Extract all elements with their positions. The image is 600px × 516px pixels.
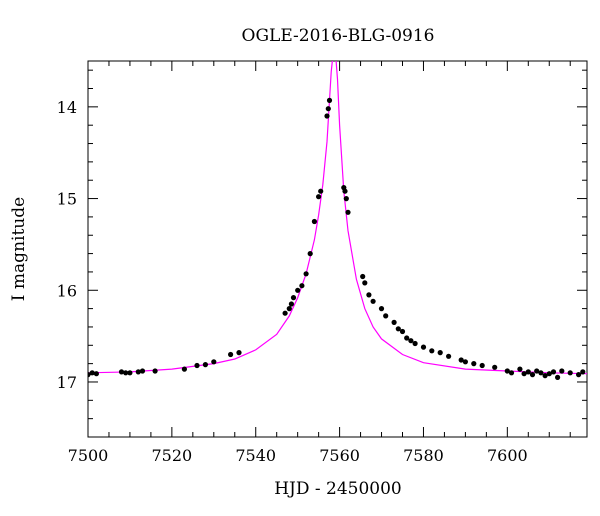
data-point	[399, 328, 406, 335]
data-point	[299, 283, 305, 289]
data-point	[446, 353, 452, 359]
data-point	[290, 295, 297, 301]
x-tick-label: 7520	[152, 446, 193, 465]
data-point	[286, 306, 292, 312]
data-point	[118, 369, 125, 375]
data-point	[408, 338, 414, 344]
data-point	[420, 344, 427, 350]
data-point	[326, 97, 333, 103]
data-point	[123, 370, 129, 376]
data-point	[345, 209, 351, 215]
data-point	[462, 359, 468, 365]
data-point	[303, 271, 309, 277]
data-point	[211, 359, 217, 365]
data-point	[366, 292, 372, 298]
data-point	[127, 370, 133, 376]
model-curve	[88, 61, 587, 375]
data-point	[567, 370, 573, 376]
data-point	[521, 371, 527, 377]
data-point	[458, 357, 464, 363]
data-point	[311, 218, 317, 225]
data-point	[362, 280, 368, 286]
y-tick-label: 15	[57, 190, 77, 209]
plot-area: 7500 7520 7540 7560 7580 7600 14 15 16 17	[57, 60, 588, 465]
data-point	[508, 370, 515, 376]
data-point	[343, 196, 349, 202]
data-point	[236, 350, 242, 356]
data-point	[202, 362, 208, 368]
data-point	[360, 273, 366, 280]
data-point	[307, 251, 313, 257]
x-axis-label: HJD - 2450000	[274, 479, 402, 499]
data-point	[194, 362, 200, 369]
data-point	[550, 369, 557, 375]
x-tick-label: 7540	[235, 446, 276, 465]
data-point	[181, 366, 187, 372]
data-point	[529, 372, 536, 378]
data-point	[412, 340, 418, 347]
data-point	[580, 369, 586, 375]
data-point	[282, 310, 288, 316]
data-point	[152, 368, 158, 374]
data-point	[316, 194, 322, 200]
data-point	[295, 287, 301, 293]
chart-title: OGLE-2016-BLG-0916	[242, 26, 435, 46]
data-point	[89, 370, 95, 376]
data-point	[504, 368, 510, 374]
data-point	[559, 368, 565, 374]
x-tick-label: 7500	[68, 446, 109, 465]
data-point	[139, 368, 146, 374]
data-point	[395, 326, 401, 332]
data-point	[404, 335, 410, 341]
data-point	[378, 306, 385, 312]
data-point	[383, 313, 389, 319]
x-tick-label: 7560	[319, 446, 360, 465]
data-point	[492, 364, 498, 370]
y-axis-label: I magnitude	[9, 197, 29, 301]
x-tick-label: 7580	[403, 446, 444, 465]
data-point	[471, 361, 477, 367]
data-point	[555, 374, 561, 380]
data-point	[542, 373, 548, 379]
y-tick-label: 14	[57, 98, 77, 117]
data-point	[135, 369, 141, 375]
data-point	[325, 106, 331, 112]
plot-frame	[87, 60, 588, 438]
y-tick-label: 17	[57, 373, 77, 392]
data-point	[324, 113, 330, 119]
x-tick-label: 7600	[487, 446, 528, 465]
data-point	[534, 368, 540, 374]
data-point	[546, 371, 552, 377]
data-point	[391, 319, 397, 325]
data-point	[342, 188, 348, 194]
data-point	[576, 372, 582, 378]
data-point	[93, 371, 99, 377]
y-tick-label: 16	[57, 281, 77, 300]
data-point	[538, 370, 544, 376]
data-point	[479, 362, 485, 369]
data-point	[318, 188, 324, 194]
data-point	[370, 298, 376, 304]
data-point	[429, 348, 435, 354]
data-point	[525, 369, 531, 375]
data-point	[228, 351, 234, 358]
data-point	[437, 350, 443, 356]
data-point	[517, 366, 523, 372]
data-point	[288, 301, 294, 307]
